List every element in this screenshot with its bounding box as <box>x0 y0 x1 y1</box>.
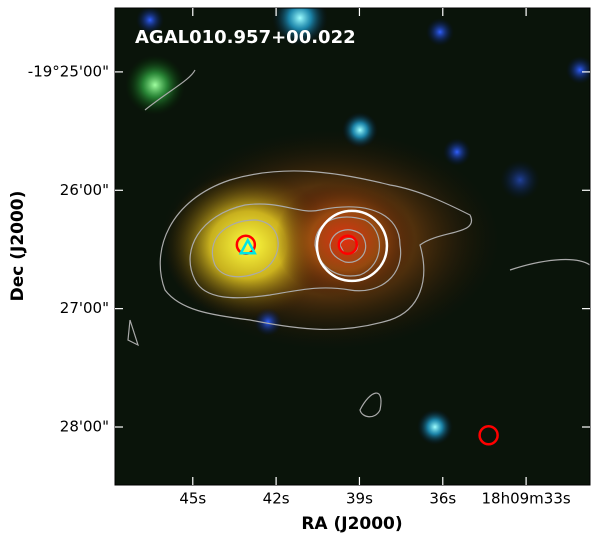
x-tick-label: 42s <box>263 490 290 508</box>
y-tick-label: 26'00" <box>60 181 109 199</box>
clump-circle <box>315 209 389 283</box>
y-axis-label: Dec (J2000) <box>8 191 28 302</box>
x-tick-label: 39s <box>346 490 373 508</box>
x-tick-label: 45s <box>179 490 206 508</box>
x-tick-label: 36s <box>429 490 456 508</box>
x-tick-label: 18h09m33s <box>482 490 571 508</box>
chart-title: AGAL010.957+00.022 <box>135 27 356 48</box>
x-axis-label: RA (J2000) <box>301 514 402 534</box>
circle-marker <box>337 234 359 255</box>
y-tick-label: -19°25'00" <box>28 62 109 80</box>
y-tick-label: 27'00" <box>60 299 109 317</box>
triangle-marker <box>238 237 257 255</box>
frame <box>114 7 591 486</box>
sky-image <box>115 8 590 485</box>
y-tick-label: 28'00" <box>60 418 109 436</box>
circle-marker <box>478 425 499 446</box>
